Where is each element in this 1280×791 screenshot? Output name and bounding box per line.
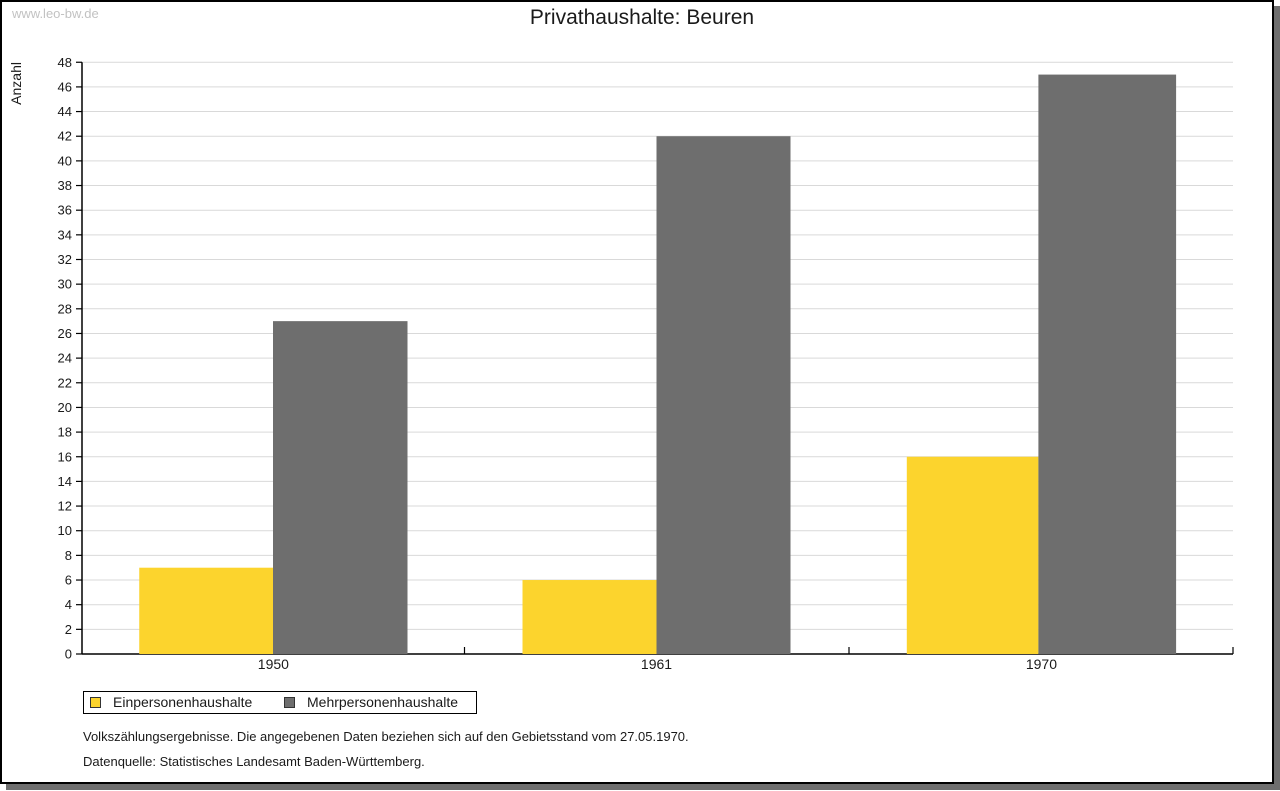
svg-text:46: 46: [58, 79, 72, 94]
svg-text:1961: 1961: [641, 656, 672, 672]
svg-text:24: 24: [58, 351, 72, 366]
svg-text:12: 12: [58, 499, 72, 514]
svg-text:20: 20: [58, 400, 72, 415]
svg-text:26: 26: [58, 326, 72, 341]
svg-text:8: 8: [65, 548, 72, 563]
svg-text:18: 18: [58, 425, 72, 440]
svg-text:6: 6: [65, 573, 72, 588]
svg-text:1950: 1950: [258, 656, 289, 672]
svg-text:38: 38: [58, 178, 72, 193]
svg-text:4: 4: [65, 597, 72, 612]
svg-text:44: 44: [58, 104, 72, 119]
svg-text:30: 30: [58, 277, 72, 292]
svg-text:22: 22: [58, 375, 72, 390]
svg-text:16: 16: [58, 449, 72, 464]
svg-text:48: 48: [58, 55, 72, 70]
svg-text:0: 0: [65, 647, 72, 662]
svg-text:2: 2: [65, 622, 72, 637]
svg-text:36: 36: [58, 203, 72, 218]
svg-text:40: 40: [58, 153, 72, 168]
svg-text:42: 42: [58, 129, 72, 144]
svg-text:32: 32: [58, 252, 72, 267]
svg-text:28: 28: [58, 301, 72, 316]
svg-text:10: 10: [58, 523, 72, 538]
svg-text:34: 34: [58, 227, 72, 242]
svg-text:14: 14: [58, 474, 72, 489]
svg-text:1970: 1970: [1026, 656, 1057, 672]
